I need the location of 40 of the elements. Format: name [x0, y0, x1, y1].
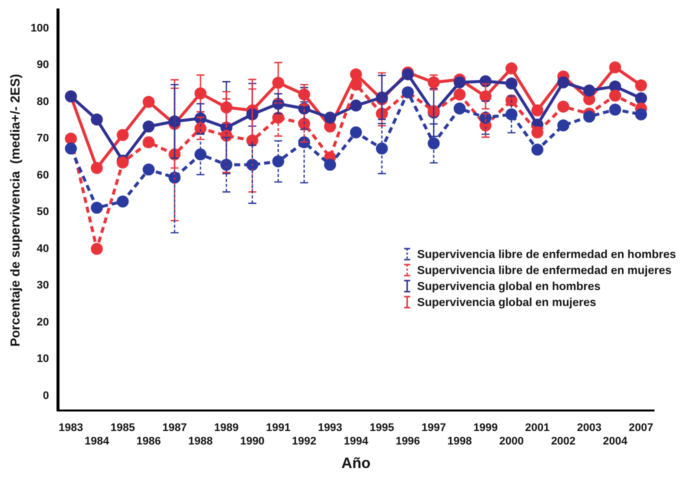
x-tick-label: 2002: [551, 435, 576, 448]
y-tick-label: 60: [36, 169, 49, 182]
x-tick-label: 1984: [84, 435, 110, 448]
x-tick-label: 1989: [214, 422, 239, 434]
x-tick-label: 1994: [344, 435, 370, 448]
x-tick-label: 1992: [292, 435, 316, 448]
x-tick-label: 1985: [110, 422, 135, 434]
y-tick-label: 0: [42, 390, 49, 402]
x-tick-label: 1990: [240, 435, 265, 448]
legend-label: Supervivencia global en hombres: [417, 280, 601, 293]
x-tick-label: 1991: [266, 422, 290, 434]
legend-label: Supervivencia global en mujeres: [417, 296, 596, 309]
y-tick-label: 80: [36, 96, 49, 108]
y-tick-label: 40: [36, 242, 49, 255]
y-tick-label: 100: [30, 22, 49, 34]
y-tick-label: 50: [36, 206, 49, 218]
x-tick-label: 1995: [370, 422, 394, 434]
x-tick-label: 1983: [58, 422, 84, 434]
x-tick-label: 1997: [421, 422, 446, 434]
x-tick-label: 1998: [447, 435, 472, 448]
x-tick-label: 2007: [628, 422, 654, 434]
legend-label: Supervivencia libre de enfermedad en hombres: [417, 248, 676, 261]
x-tick-label: 1996: [396, 435, 420, 448]
legend-label: Supervivencia libre de enfermedad en mujeres: [417, 264, 672, 277]
y-axis-title: Porcentaje de supervivencia (media+/- 2ES): [7, 74, 22, 347]
x-tick-label: 2001: [525, 422, 550, 434]
x-tick-label: 1993: [318, 422, 342, 434]
x-tick-label: 1987: [162, 422, 187, 434]
x-tick-label: 2003: [576, 422, 602, 434]
y-tick-label: 10: [36, 353, 49, 366]
y-tick-label: 30: [36, 280, 49, 292]
x-tick-label: 1986: [136, 435, 161, 448]
x-tick-label: 1999: [473, 422, 498, 434]
x-tick-label: 1988: [188, 435, 213, 448]
y-tick-label: 90: [36, 59, 49, 72]
x-tick-label: 2004: [602, 435, 628, 448]
y-tick-label: 20: [36, 316, 49, 328]
y-tick-label: 70: [36, 132, 49, 145]
x-tick-label: 2000: [499, 435, 524, 448]
x-axis-title: Año: [341, 455, 371, 472]
